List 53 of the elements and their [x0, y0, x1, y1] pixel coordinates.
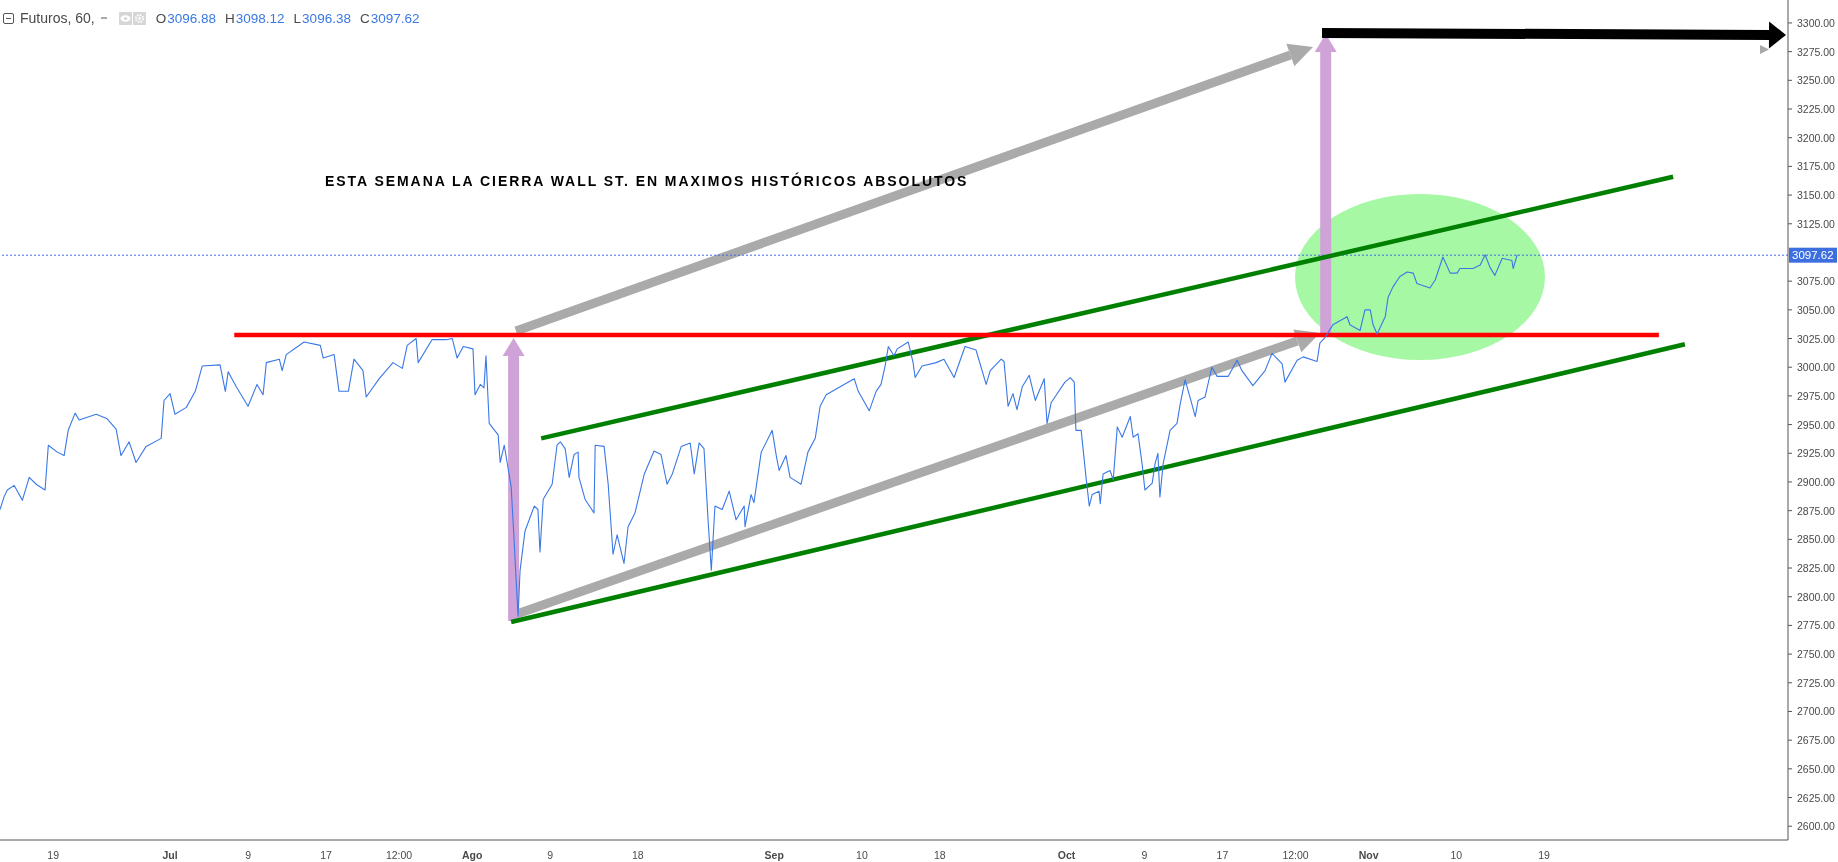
- y-tick-label: 2775.00: [1797, 619, 1836, 632]
- x-tick-label: 19: [1538, 849, 1550, 861]
- y-tick-label: 3150.00: [1797, 189, 1836, 202]
- y-tick-label: 3175.00: [1797, 160, 1836, 173]
- y-tick-label: 2900.00: [1797, 475, 1836, 488]
- annotation: H3098.12: [225, 10, 285, 26]
- x-tick-label: 10: [1450, 849, 1463, 861]
- y-tick-label: 3275.00: [1797, 45, 1836, 58]
- y-tick-label: 2975.00: [1797, 389, 1836, 402]
- y-tick-label: 2600.00: [1797, 820, 1836, 833]
- y-tick-label: 2950.00: [1797, 418, 1836, 431]
- y-tick-label: 2725.00: [1797, 676, 1836, 689]
- y-tick-label: 2800.00: [1797, 590, 1836, 603]
- y-tick-label: 2675.00: [1797, 734, 1836, 747]
- y-tick-label: 2750.00: [1797, 648, 1836, 661]
- x-tick-label: 12:00: [385, 849, 413, 861]
- x-tick-label: Ago: [461, 849, 483, 861]
- x-tick-label: 18: [631, 849, 644, 861]
- x-tick-label: Jul: [162, 849, 178, 861]
- y-tick-label: 3225.00: [1797, 103, 1836, 116]
- y-tick-label: 3250.00: [1797, 74, 1836, 87]
- y-tick-label: 3200.00: [1797, 131, 1836, 144]
- x-tick-label: 10: [856, 849, 868, 861]
- ref-line-label: 3097.62: [1792, 249, 1834, 262]
- x-tick-label: 19: [47, 849, 60, 861]
- x-tick-label: 9: [547, 849, 554, 861]
- y-tick-label: 3025.00: [1797, 332, 1836, 345]
- y-tick-label: 3075.00: [1797, 275, 1836, 288]
- x-tick-label: 17: [320, 849, 333, 861]
- x-tick-label: 9: [245, 849, 252, 861]
- y-tick-label: 3000.00: [1797, 361, 1836, 374]
- y-tick-label: 3125.00: [1797, 217, 1836, 230]
- y-tick-label: 2700.00: [1797, 705, 1836, 718]
- y-tick-label: 2875.00: [1797, 504, 1836, 517]
- annotation: O3096.88: [155, 10, 217, 26]
- y-tick-label: 3300.00: [1797, 16, 1836, 29]
- x-tick-label: Oct: [1057, 849, 1076, 861]
- x-tick-label: Sep: [764, 849, 784, 861]
- y-tick-label: 2625.00: [1797, 791, 1836, 804]
- x-tick-label: Nov: [1358, 849, 1379, 861]
- x-tick-label: 17: [1216, 849, 1229, 861]
- y-tick-label: 3050.00: [1797, 303, 1836, 316]
- annotation: L3096.38: [293, 10, 351, 26]
- y-tick-label: 2850.00: [1797, 533, 1836, 546]
- x-tick-label: 18: [934, 849, 946, 861]
- x-tick-label: 12:00: [1282, 849, 1309, 861]
- x-tick-label: 9: [1141, 849, 1148, 861]
- y-tick-label: 2825.00: [1797, 562, 1836, 575]
- text: Futuros, 60,: [20, 10, 95, 26]
- y-tick-label: 2650.00: [1797, 762, 1836, 775]
- annotation: C3097.62: [359, 10, 420, 26]
- y-tick-label: 2925.00: [1797, 447, 1836, 460]
- annotation: ESTA SEMANA LA CIERRA WALL ST. EN MAXIMOS HISTÓRICOS ABSOLUTOS: [325, 173, 969, 189]
